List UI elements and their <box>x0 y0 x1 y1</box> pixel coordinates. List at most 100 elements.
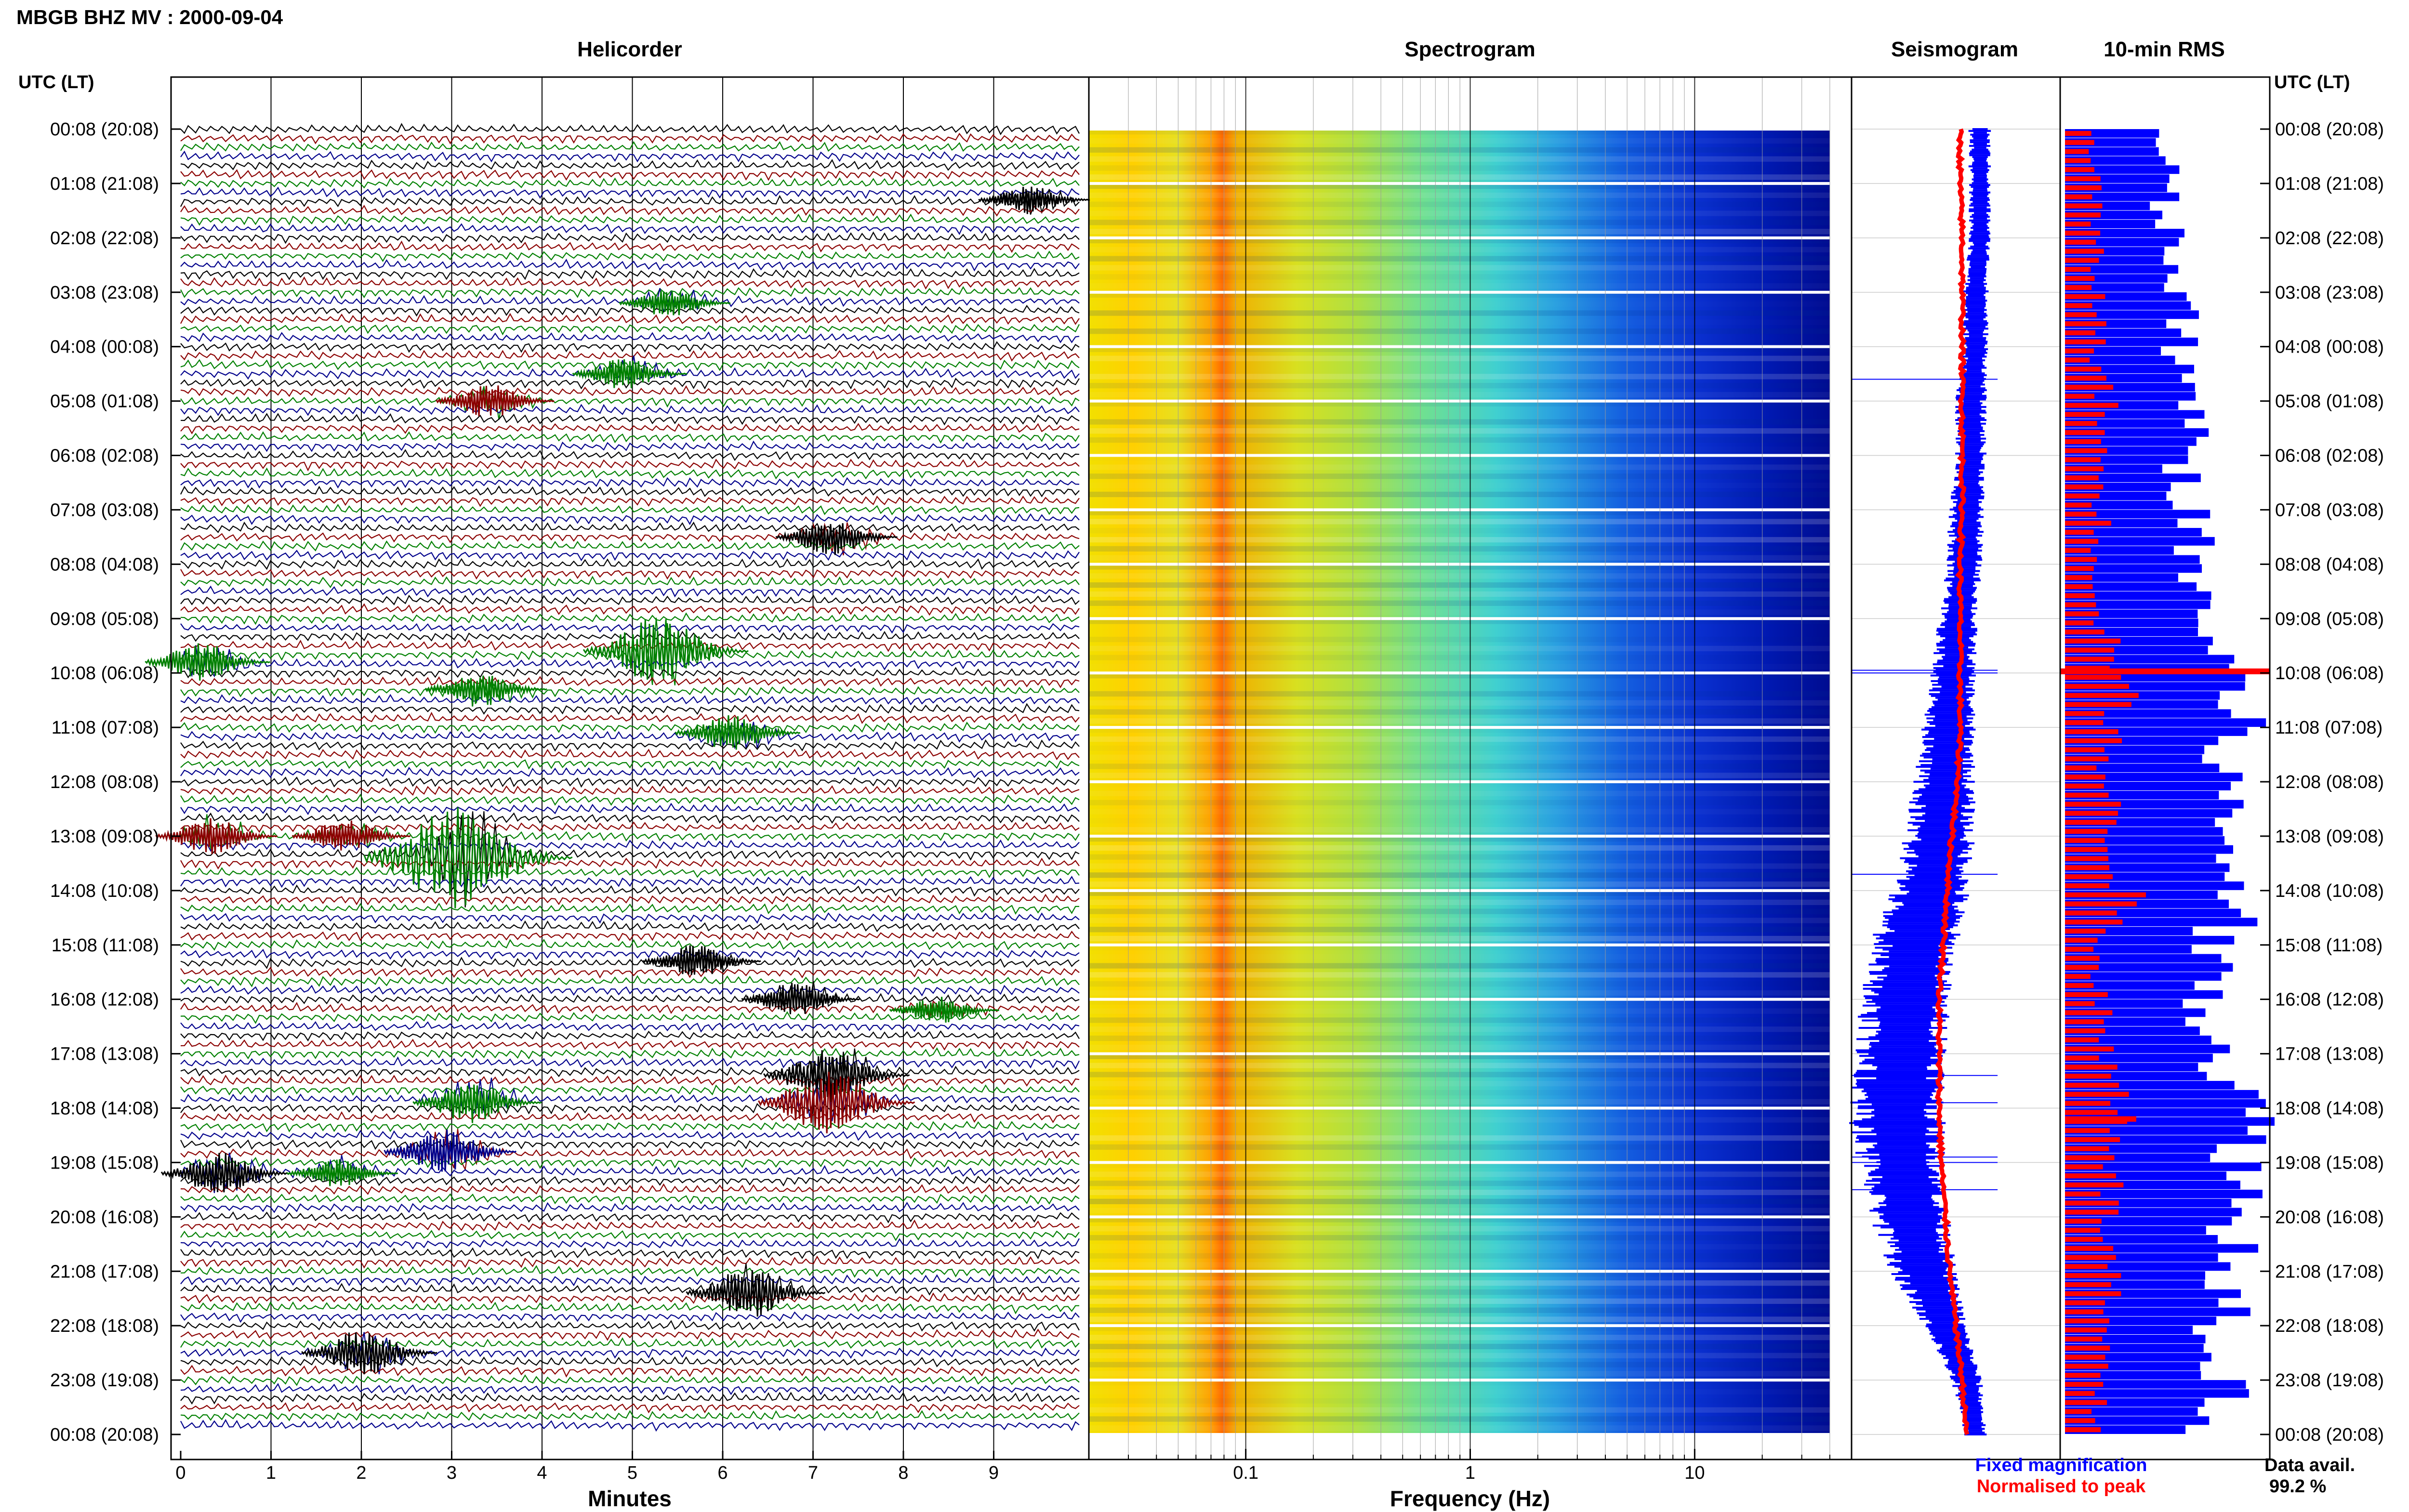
rms-normalised-bar <box>2065 1418 2095 1423</box>
data-availability-label: Data avail. <box>2264 1455 2355 1475</box>
rms-normalised-bar <box>2065 484 2104 490</box>
helicorder-event <box>978 186 1090 214</box>
time-label-left: 07:08 (03:08) <box>50 500 159 520</box>
helicorder-trace <box>180 1048 1080 1095</box>
time-label-right: 10:08 (06:08) <box>2275 663 2384 684</box>
helicorder-trace <box>180 1030 1080 1042</box>
spectrogram-band <box>1089 691 1830 697</box>
minutes-axis-label: Minutes <box>588 1486 672 1511</box>
rms-normalised-bar <box>2065 1001 2095 1006</box>
spectrogram-band <box>1089 1326 1830 1331</box>
spectrogram-band <box>1089 302 1830 307</box>
minute-tick-label: 0 <box>175 1463 185 1483</box>
frequency-axis-label: Frequency (Hz) <box>1390 1486 1550 1511</box>
helicorder-trace <box>180 467 1080 480</box>
spectrogram-band <box>1089 908 1830 914</box>
rms-fixed-bar <box>2065 573 2178 582</box>
helicorder-trace <box>180 1301 1079 1315</box>
helicorder-trace <box>180 1120 1080 1132</box>
rms-normalised-bar <box>2065 1373 2101 1378</box>
rms-normalised-bar <box>2065 421 2097 426</box>
rms-normalised-bar <box>2065 1210 2119 1215</box>
rms-normalised-bar <box>2065 1173 2116 1179</box>
legend-normalised-to-peak: Normalised to peak <box>1977 1476 2146 1497</box>
spectrogram-band <box>1089 237 1830 244</box>
rms-normalised-bar <box>2065 557 2097 562</box>
minute-tick-label: 6 <box>717 1463 728 1483</box>
helicorder-trace <box>180 1152 1080 1193</box>
spectrogram-band <box>1089 673 1830 679</box>
helicorder-trace <box>180 884 1080 897</box>
helicorder-trace <box>180 975 1080 987</box>
rms-normalised-bar <box>2065 1381 2104 1387</box>
helicorder-event <box>291 820 411 851</box>
helicorder-event <box>424 675 547 707</box>
spectrogram-band <box>1089 1044 1830 1051</box>
rms-peak-bar <box>2060 668 2270 674</box>
rms-fixed-bar <box>2065 972 2222 981</box>
rms-normalised-bar <box>2065 883 2109 889</box>
time-label-right: 00:08 (20:08) <box>2275 1425 2384 1445</box>
rms-fixed-bar <box>2065 265 2179 274</box>
time-label-right: 19:08 (15:08) <box>2275 1153 2384 1173</box>
spectrogram-band <box>1089 636 1830 643</box>
helicorder-trace <box>180 1129 1080 1171</box>
rms-fixed-bar <box>2065 1035 2211 1044</box>
rms-normalised-bar <box>2065 203 2103 209</box>
spectrogram-band <box>1089 1198 1830 1204</box>
spectrogram-band <box>1089 555 1830 561</box>
helicorder-trace <box>180 331 1080 343</box>
helicorder-panel <box>145 77 1090 1459</box>
spectrogram-band <box>1089 1081 1830 1087</box>
rms-normalised-bar <box>2065 367 2102 372</box>
spectrogram-band <box>1089 573 1830 579</box>
spectrogram-band <box>1089 645 1830 651</box>
spectrogram-band <box>1089 1271 1830 1277</box>
time-label-right: 16:08 (12:08) <box>2275 990 2384 1010</box>
rms-normalised-bar <box>2065 321 2106 327</box>
time-label-left: 13:08 (09:08) <box>50 827 159 847</box>
rms-normalised-bar <box>2065 602 2096 607</box>
rms-normalised-bar <box>2065 983 2094 988</box>
rms-normalised-bar <box>2065 131 2091 136</box>
minute-tick-label: 8 <box>898 1463 908 1483</box>
spectrogram-band <box>1089 754 1830 760</box>
spectrogram-band <box>1089 918 1830 923</box>
helicorder-trace <box>180 422 1080 434</box>
helicorder-trace <box>180 521 1080 533</box>
helicorder-trace <box>180 902 1079 915</box>
spectrogram-title: Spectrogram <box>1404 38 1535 61</box>
helicorder-trace <box>180 558 1080 570</box>
spectrogram-band <box>1089 1026 1830 1032</box>
rms-normalised-bar <box>2065 375 2106 381</box>
spectrogram-band <box>1089 990 1830 996</box>
rms-normalised-bar <box>2065 657 2114 662</box>
rms-normalised-bar <box>2065 176 2101 182</box>
time-label-left: 20:08 (16:08) <box>50 1207 159 1227</box>
helicorder-event <box>642 945 761 975</box>
helicorder-trace <box>180 875 1080 888</box>
frequency-tick-label: 10 <box>1684 1463 1705 1483</box>
helicorder-trace <box>180 612 1080 625</box>
helicorder-trace <box>180 440 1080 452</box>
rms-normalised-bar <box>2065 539 2099 544</box>
spectrogram-band <box>1089 374 1830 380</box>
spectrogram-band <box>1089 1298 1830 1304</box>
right-axis-label: UTC (LT) <box>2274 72 2350 92</box>
rms-normalised-bar <box>2065 901 2137 907</box>
minute-tick-label: 9 <box>989 1463 999 1483</box>
spectrogram-band <box>1089 537 1830 543</box>
spectrogram-band <box>1089 1063 1830 1068</box>
rms-normalised-bar <box>2065 230 2101 236</box>
helicorder-trace <box>180 132 1080 145</box>
rms-normalised-bar <box>2065 1028 2105 1034</box>
rms-normalised-bar <box>2065 973 2091 979</box>
time-label-left: 21:08 (17:08) <box>50 1262 159 1282</box>
helicorder-trace <box>180 802 1080 815</box>
rms-fixed-bar <box>2065 945 2192 954</box>
rms-fixed-bar <box>2065 773 2243 781</box>
rms-normalised-bar <box>2065 566 2094 571</box>
rms-title: 10-min RMS <box>2104 38 2225 61</box>
helicorder-trace <box>180 931 1080 942</box>
rms-fixed-bar <box>2065 600 2210 609</box>
